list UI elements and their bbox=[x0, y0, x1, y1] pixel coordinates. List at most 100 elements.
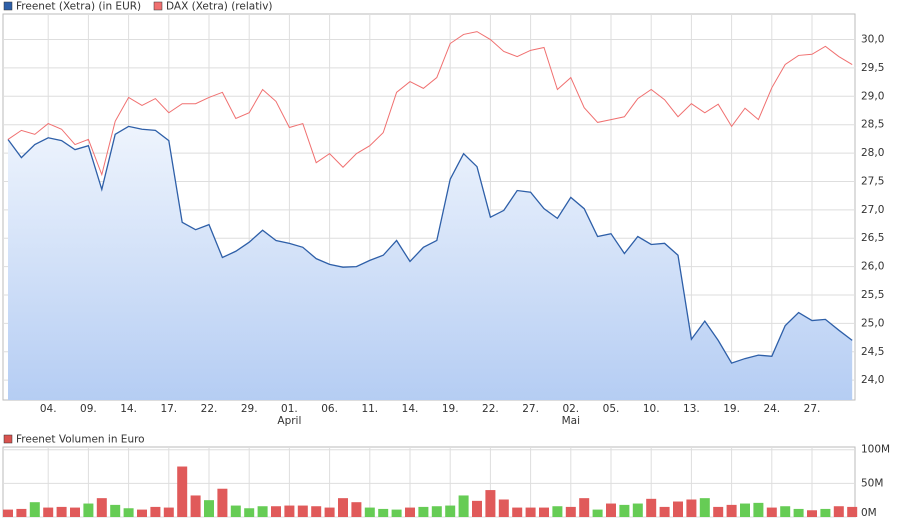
x-tick-label: 24. bbox=[763, 403, 780, 415]
y-tick-label: 24,5 bbox=[861, 346, 884, 358]
y-tick-label: 25,0 bbox=[861, 317, 884, 329]
volume-bar bbox=[351, 502, 362, 517]
volume-bar bbox=[847, 506, 858, 517]
y-tick-label: 27,0 bbox=[861, 204, 884, 216]
volume-bar bbox=[458, 495, 469, 517]
volume-bar bbox=[3, 509, 13, 517]
x-tick-label: 14. bbox=[402, 403, 419, 415]
x-tick-label: 11. bbox=[361, 403, 378, 415]
x-tick-label: 10. bbox=[643, 403, 660, 415]
y-tick-label: 28,5 bbox=[861, 119, 884, 131]
legend-label: DAX (Xetra) (relativ) bbox=[166, 1, 273, 13]
volume-bar bbox=[217, 488, 228, 517]
volume-bar bbox=[539, 507, 549, 517]
x-tick-label: 19. bbox=[442, 403, 459, 415]
volume-bar bbox=[646, 498, 657, 517]
volume-bar bbox=[659, 506, 670, 517]
volume-bar bbox=[753, 502, 764, 517]
volume-bar bbox=[204, 500, 214, 517]
volume-bar bbox=[498, 499, 509, 517]
volume-title: Freenet Volumen in Euro bbox=[16, 434, 145, 446]
volume-bar bbox=[324, 507, 335, 517]
volume-bar bbox=[43, 507, 54, 517]
volume-bar bbox=[740, 503, 750, 517]
y-tick-label: 26,5 bbox=[861, 232, 884, 244]
volume-bar bbox=[271, 506, 281, 517]
volume-bar bbox=[230, 505, 241, 517]
volume-bar bbox=[445, 505, 456, 517]
volume-bar bbox=[726, 504, 737, 517]
y-tick-label: 50M bbox=[861, 477, 883, 489]
volume-bar bbox=[83, 503, 94, 517]
volume-bar bbox=[793, 508, 804, 517]
volume-bar bbox=[699, 498, 710, 517]
volume-bar bbox=[338, 498, 348, 517]
x-tick-label: 06. bbox=[321, 403, 338, 415]
volume-bar bbox=[257, 506, 268, 517]
volume-bar bbox=[16, 508, 27, 517]
month-label: Mai bbox=[562, 415, 580, 427]
volume-bar bbox=[606, 503, 616, 517]
volume-bar bbox=[472, 500, 482, 517]
volume-bar bbox=[686, 499, 697, 517]
y-tick-label: 0M bbox=[861, 507, 877, 519]
series-line bbox=[7, 125, 853, 364]
x-tick-label: 22. bbox=[482, 403, 499, 415]
volume-bar bbox=[391, 509, 402, 517]
volume-bar bbox=[807, 510, 817, 517]
volume-bar bbox=[431, 506, 442, 517]
volume-bar bbox=[29, 502, 40, 517]
x-tick-label: 17. bbox=[160, 403, 177, 415]
volume-bar bbox=[592, 509, 603, 517]
volume-bar bbox=[244, 508, 255, 517]
volume-bar bbox=[579, 498, 590, 517]
x-tick-label: 22. bbox=[201, 403, 218, 415]
volume-bar bbox=[364, 507, 375, 517]
volume-bar bbox=[552, 506, 563, 517]
volume-bar bbox=[405, 507, 415, 517]
volume-bar bbox=[673, 501, 683, 517]
volume-bar bbox=[150, 506, 161, 517]
title-swatch bbox=[3, 434, 13, 444]
volume-frame bbox=[2, 446, 856, 518]
x-tick-label: 27. bbox=[804, 403, 821, 415]
area-fill bbox=[8, 126, 853, 401]
y-tick-label: 29,0 bbox=[861, 90, 884, 102]
x-tick-label: 14. bbox=[120, 403, 137, 415]
month-label: April bbox=[277, 415, 301, 427]
volume-bar bbox=[525, 507, 536, 517]
volume-bar bbox=[123, 508, 134, 517]
volume-bar bbox=[619, 504, 630, 517]
volume-bar bbox=[780, 506, 791, 517]
volume-bar bbox=[418, 506, 429, 517]
volume-bar bbox=[512, 507, 523, 517]
volume-bar bbox=[820, 508, 831, 517]
volume-bar bbox=[565, 506, 576, 517]
legend-label: Freenet (Xetra) (in EUR) bbox=[16, 1, 141, 13]
y-tick-label: 24,0 bbox=[861, 374, 884, 386]
volume-bar bbox=[378, 508, 389, 517]
series-line bbox=[7, 31, 853, 177]
x-tick-label: 04. bbox=[40, 403, 57, 415]
volume-bar bbox=[56, 506, 67, 517]
x-tick-label: 13. bbox=[683, 403, 700, 415]
x-tick-label: 19. bbox=[723, 403, 740, 415]
volume-bar bbox=[833, 506, 844, 517]
volume-bar bbox=[177, 466, 188, 517]
volume-bar bbox=[96, 498, 107, 517]
volume-bar bbox=[632, 503, 643, 517]
volume-bar bbox=[485, 490, 496, 517]
legend-swatch bbox=[153, 1, 163, 11]
volume-bar bbox=[163, 507, 174, 517]
volume-bar bbox=[311, 506, 322, 517]
volume-bar bbox=[137, 509, 147, 517]
volume-bar bbox=[190, 495, 201, 517]
x-tick-label: 02. bbox=[562, 403, 579, 415]
y-tick-label: 27,5 bbox=[861, 175, 884, 187]
volume-bar bbox=[110, 504, 121, 517]
volume-bar bbox=[297, 505, 308, 517]
x-tick-label: 05. bbox=[603, 403, 620, 415]
x-tick-label: 09. bbox=[80, 403, 97, 415]
